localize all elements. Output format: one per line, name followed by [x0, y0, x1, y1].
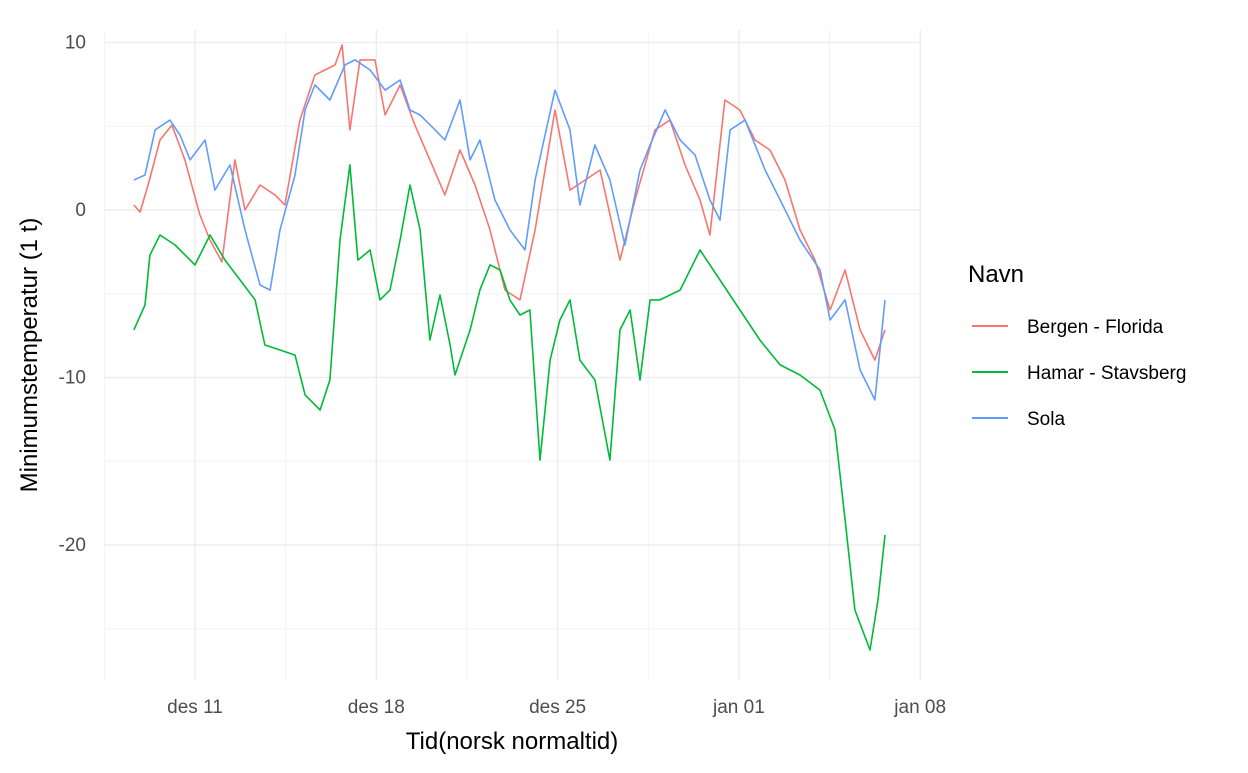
y-tick-label: 10 [65, 33, 86, 54]
legend: Navn Bergen - Florida Hamar - Stavsberg So… [968, 261, 1186, 430]
series-lines [133, 44, 886, 651]
y-tick-label: -20 [59, 535, 86, 556]
legend-title: Navn [968, 261, 1024, 288]
grid [103, 30, 921, 680]
x-tick-label: jan 01 [712, 697, 765, 718]
series-line-hamar-stavsberg [133, 164, 886, 651]
y-axis-ticks: 10 0 -10 -20 [59, 33, 86, 557]
x-axis-ticks: des 11 des 18 des 25 jan 01 jan 08 [167, 697, 946, 718]
legend-label: Sola [1027, 409, 1065, 430]
y-axis-label: Minimumstemperatur (1 t) [16, 218, 43, 493]
y-tick-label: 0 [75, 200, 86, 221]
x-axis-label: Tid(norsk normaltid) [406, 728, 619, 755]
x-tick-label: des 18 [348, 697, 405, 718]
x-tick-label: jan 08 [893, 697, 946, 718]
legend-label: Bergen - Florida [1027, 317, 1164, 338]
x-tick-label: des 11 [167, 697, 223, 718]
y-tick-label: -10 [59, 368, 86, 389]
legend-label: Hamar - Stavsberg [1027, 363, 1186, 384]
x-tick-label: des 25 [529, 697, 586, 718]
series-line-sola [133, 59, 886, 401]
series-line-bergen-florida [133, 44, 886, 361]
